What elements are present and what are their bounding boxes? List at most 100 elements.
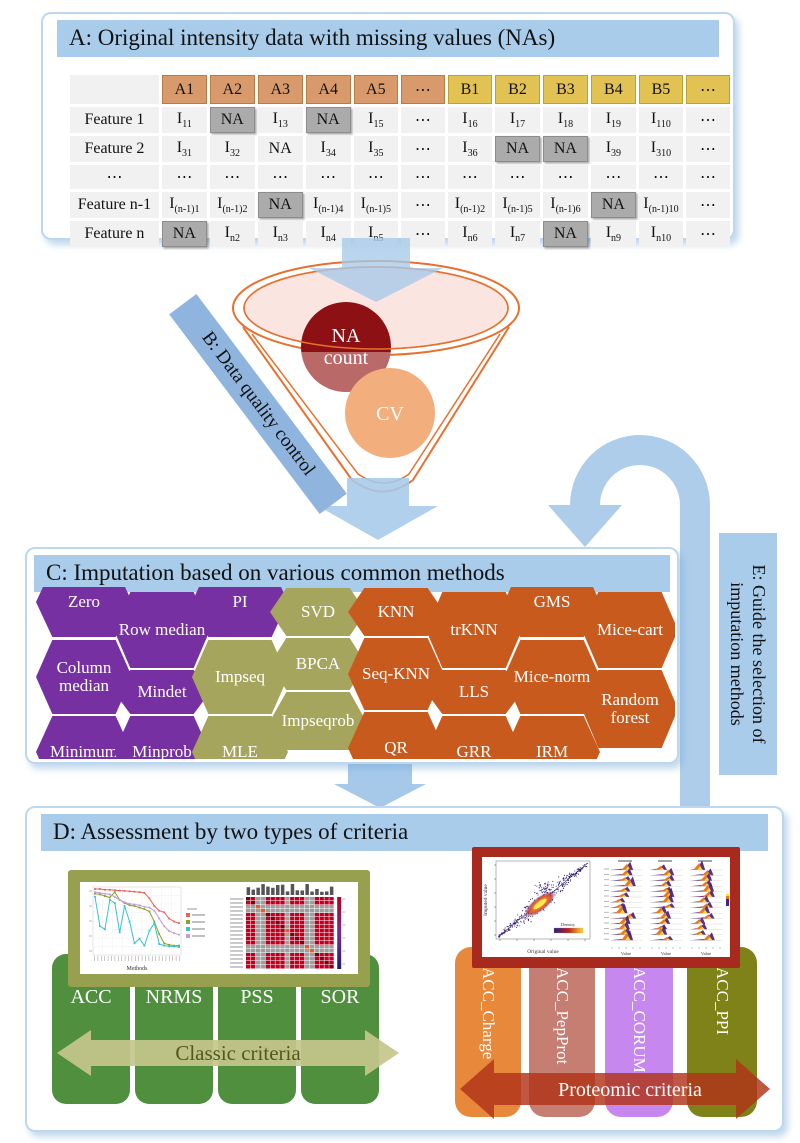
- svg-text:Original value: Original value: [527, 949, 559, 955]
- table-cell: ⋯: [401, 136, 445, 162]
- col-header: B5: [638, 75, 684, 104]
- table-cell: I(n-1)2: [447, 192, 493, 218]
- row-label: Feature n: [70, 221, 159, 247]
- table-row: ⋯ ⋯ ⋯ ⋯ ⋯ ⋯ ⋯ ⋯ ⋯ ⋯ ⋯ ⋯ ⋯: [70, 165, 730, 189]
- cv-circle: [345, 368, 435, 458]
- table-cell: NA: [305, 107, 351, 133]
- col-header: A2: [209, 75, 255, 104]
- classic-box-label: NRMS: [145, 986, 203, 1008]
- table-row: Feature n NA In2 In3 In4 In5 ⋯ In6 In7 NA In9 In10 ⋯: [70, 221, 730, 247]
- col-header: B2: [495, 75, 540, 104]
- table-cell: ⋯: [305, 165, 351, 189]
- table-cell: I(n-1)2: [209, 192, 255, 218]
- table-cell: ⋯: [353, 165, 399, 189]
- table-cell: In6: [447, 221, 493, 247]
- svg-text:Value: Value: [621, 951, 631, 956]
- table-cell: I(n-1)10: [638, 192, 684, 218]
- table-cell: ⋯: [686, 107, 730, 133]
- panel-d: D: Assessment by two types of criteria A…: [25, 806, 784, 1132]
- table-cell: I(n-1)5: [353, 192, 399, 218]
- table-row: Feature 2 I31 I32 NA I34 I35 ⋯ I36 NA NA I39 I310 ⋯: [70, 136, 730, 162]
- svg-text:NA: NA: [332, 325, 361, 347]
- table-header-row: A1 A2 A3 A4 A5 ⋯ B1 B2 B3 B4 B5 ⋯: [70, 75, 730, 104]
- svg-text:count: count: [324, 347, 369, 369]
- panel-a: A: Original intensity data with missing …: [41, 12, 735, 247]
- table-cell: I36: [447, 136, 493, 162]
- proteomic-charts-frame: Original value Imputed value Density Value…: [472, 847, 740, 968]
- table-cell: In7: [495, 221, 540, 247]
- table-cell: In5: [353, 221, 399, 247]
- col-header: [70, 75, 159, 104]
- table-cell: I32: [209, 136, 255, 162]
- svg-text:CV: CV: [376, 403, 404, 425]
- table-cell: I35: [353, 136, 399, 162]
- table-cell: I(n-1)5: [495, 192, 540, 218]
- col-header: B3: [542, 75, 588, 104]
- col-header: B1: [447, 75, 493, 104]
- panel-b-label: B: Data quality control: [169, 293, 347, 515]
- table-cell: In9: [590, 221, 636, 247]
- table-cell: I(n-1)1: [161, 192, 207, 218]
- row-label: Feature 1: [70, 107, 159, 133]
- classic-criteria-arrow: Classic criteria: [57, 1030, 399, 1076]
- svg-text:Value: Value: [661, 951, 671, 956]
- table-cell: ⋯: [401, 107, 445, 133]
- proteomic-criteria-arrow: Proteomic criteria: [460, 1059, 770, 1119]
- hex-method-minimum: Minimum: [36, 716, 132, 759]
- hex-method-mice-cart: Mice-cart: [582, 592, 675, 668]
- classic-box-label: PSS: [240, 986, 274, 1008]
- hex-method-impseqrob: Impseqrob: [270, 692, 366, 750]
- table-cell: ⋯: [161, 165, 207, 189]
- svg-text:Value: Value: [701, 951, 711, 956]
- table-cell: ⋯: [401, 165, 445, 189]
- table-cell: ⋯: [447, 165, 493, 189]
- col-header: ⋯: [686, 75, 730, 104]
- table-cell: NA: [209, 107, 255, 133]
- na-count-circle: [301, 302, 391, 392]
- svg-text:Density: Density: [561, 922, 576, 927]
- table-cell: I18: [542, 107, 588, 133]
- hex-method-irm: IRM: [504, 716, 600, 759]
- table-cell: ⋯: [638, 165, 684, 189]
- table-cell: In3: [257, 221, 303, 247]
- table-cell: NA: [542, 221, 588, 247]
- intensity-table: A1 A2 A3 A4 A5 ⋯ B1 B2 B3 B4 B5 ⋯ Feature 1 I11 NA I13 N…: [67, 72, 733, 250]
- table-cell: NA: [495, 136, 540, 162]
- col-header: ⋯: [401, 75, 445, 104]
- col-header: B4: [590, 75, 636, 104]
- hex-method-random-forest: Random forest: [582, 670, 675, 748]
- table-cell: In2: [209, 221, 255, 247]
- table-cell: ⋯: [209, 165, 255, 189]
- col-header: A1: [161, 75, 207, 104]
- panel-d-title: D: Assessment by two types of criteria: [41, 814, 768, 851]
- imputation-methods-hexgrid: Zero Column median Minimum Row median Mindet…: [29, 587, 675, 759]
- table-cell: I39: [590, 136, 636, 162]
- table-cell: In10: [638, 221, 684, 247]
- classic-charts-frame: Methods: [68, 870, 370, 987]
- table-cell: ⋯: [401, 192, 445, 218]
- row-label: ⋯: [70, 165, 159, 189]
- row-label: Feature n-1: [70, 192, 159, 218]
- table-cell: ⋯: [686, 221, 730, 247]
- hex-method-seq-knn: Seq-KNN: [348, 638, 444, 710]
- table-cell: ⋯: [686, 165, 730, 189]
- table-row: Feature 1 I11 NA I13 NA I15 ⋯ I16 I17 I18 I19 I110 ⋯: [70, 107, 730, 133]
- intensity-table-wrap: A1 A2 A3 A4 A5 ⋯ B1 B2 B3 B4 B5 ⋯ Feature 1 I11 NA I13 N…: [67, 72, 733, 250]
- table-cell: ⋯: [542, 165, 588, 189]
- line-chart-thumbnail: Methods: [89, 886, 205, 972]
- arrow-c-to-d: [334, 762, 426, 808]
- table-cell: I16: [447, 107, 493, 133]
- table-cell: NA: [257, 136, 303, 162]
- hex-method-column-median: Column median: [36, 640, 132, 714]
- table-cell: NA: [542, 136, 588, 162]
- col-header: A5: [353, 75, 399, 104]
- table-cell: I15: [353, 107, 399, 133]
- table-cell: ⋯: [590, 165, 636, 189]
- col-header: A3: [257, 75, 303, 104]
- table-cell: I34: [305, 136, 351, 162]
- svg-text:Classic criteria: Classic criteria: [175, 1041, 301, 1065]
- panel-c: C: Imputation based on various common me…: [25, 547, 679, 764]
- table-cell: NA: [161, 221, 207, 247]
- table-cell: I13: [257, 107, 303, 133]
